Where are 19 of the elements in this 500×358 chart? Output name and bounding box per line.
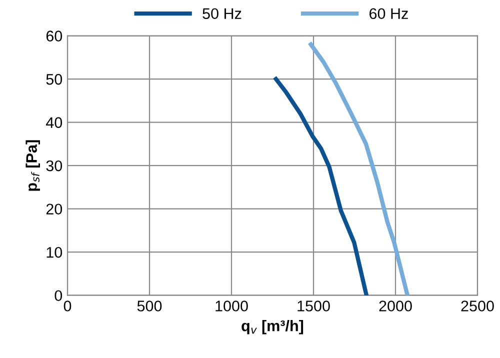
x-tick-label: 0 (64, 300, 72, 312)
y-tick-label: 0 (54, 290, 62, 302)
y-tick-label: 50 (46, 74, 62, 85)
x-tick-label: 1000 (216, 300, 248, 312)
legend-label: 60 Hz (370, 8, 408, 20)
y-tick-label: 60 (46, 30, 62, 42)
y-tick-label: 10 (46, 246, 62, 258)
x-tick-label: 2500 (461, 300, 494, 312)
y-axis-title: p$_{sf}$ [Pa] (26, 140, 40, 191)
y-tick-label: 30 (46, 160, 62, 172)
x-axis-title: q$_{v}$ [m³/h] (242, 320, 304, 334)
x-tick-label: 500 (137, 300, 162, 312)
legend-label: 50 Hz (202, 8, 242, 20)
x-tick-label: 1500 (298, 300, 330, 312)
line-series (308, 42, 410, 296)
line-series (274, 76, 369, 296)
x-tick-label: 2000 (379, 300, 412, 312)
y-tick-label: 20 (46, 204, 62, 215)
y-tick-label: 40 (46, 117, 62, 128)
